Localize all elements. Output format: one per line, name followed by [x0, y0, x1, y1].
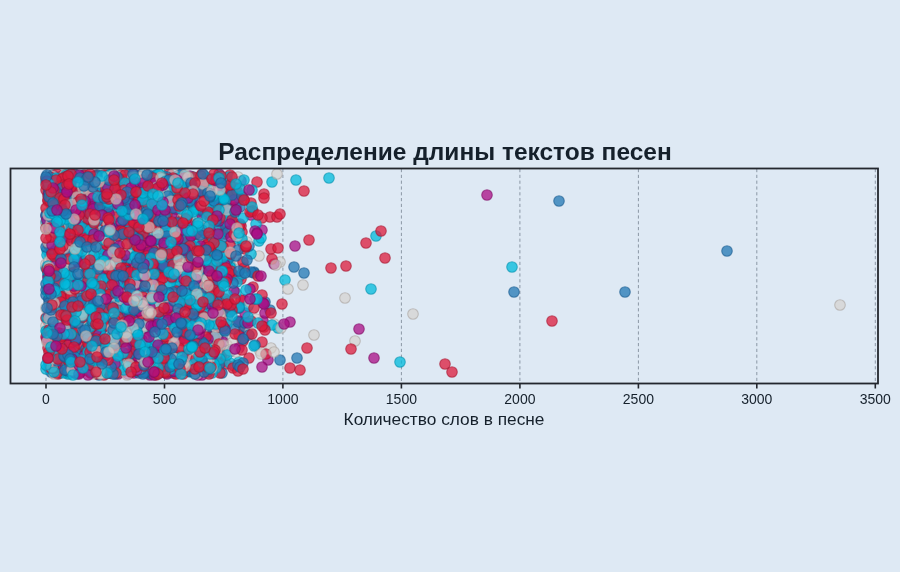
svg-text:3000: 3000	[741, 391, 772, 407]
svg-text:2500: 2500	[623, 391, 654, 407]
svg-text:1500: 1500	[386, 391, 417, 407]
svg-text:2000: 2000	[504, 391, 535, 407]
svg-text:Количество слов в песне: Количество слов в песне	[344, 409, 545, 429]
svg-text:500: 500	[153, 391, 177, 407]
svg-text:Распределение длины текстов пе: Распределение длины текстов песен	[218, 138, 672, 165]
svg-text:3500: 3500	[860, 391, 891, 407]
svg-text:0: 0	[42, 391, 50, 407]
svg-text:1000: 1000	[267, 391, 298, 407]
